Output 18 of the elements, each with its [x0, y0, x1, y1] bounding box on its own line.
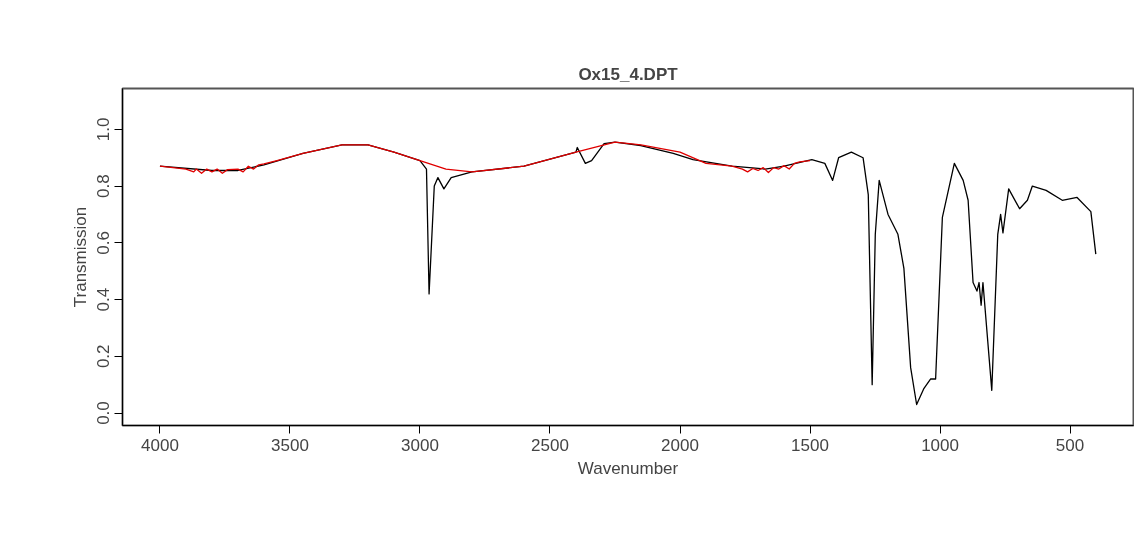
y-axis-title: Transmission	[70, 206, 90, 308]
x-tick-label: 2000	[661, 435, 699, 455]
y-tick-label: 0.2	[94, 344, 114, 369]
x-tick-label: 1000	[921, 435, 959, 455]
x-tick-label: 2500	[531, 435, 569, 455]
y-tick-label: 0.4	[94, 287, 114, 312]
x-tick-label: 3500	[271, 435, 309, 455]
y-tick-label: 0.6	[94, 230, 114, 255]
y-tick-label: 1.0	[94, 117, 114, 142]
x-tick-label: 3000	[401, 435, 439, 455]
x-tick-label: 1500	[791, 435, 829, 455]
y-tick-label: 0.0	[94, 401, 114, 425]
y-tick-label: 0.8	[94, 174, 114, 198]
line-series	[159, 141, 811, 174]
chart-title: Ox15_4.DPT	[578, 64, 679, 84]
x-axis-title: Wavenumber	[577, 458, 679, 478]
x-tick-label: 500	[1055, 435, 1085, 455]
x-tick-label: 4000	[141, 435, 179, 455]
